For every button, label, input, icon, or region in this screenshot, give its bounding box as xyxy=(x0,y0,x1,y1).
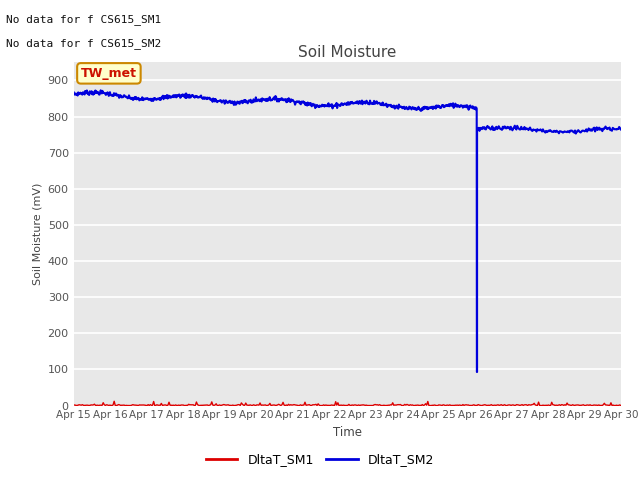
Y-axis label: Soil Moisture (mV): Soil Moisture (mV) xyxy=(32,183,42,285)
Text: No data for f CS615_SM2: No data for f CS615_SM2 xyxy=(6,38,162,49)
Legend: DltaT_SM1, DltaT_SM2: DltaT_SM1, DltaT_SM2 xyxy=(201,448,439,471)
X-axis label: Time: Time xyxy=(333,426,362,439)
Text: No data for f CS615_SM1: No data for f CS615_SM1 xyxy=(6,14,162,25)
Title: Soil Moisture: Soil Moisture xyxy=(298,45,396,60)
Text: TW_met: TW_met xyxy=(81,67,137,80)
